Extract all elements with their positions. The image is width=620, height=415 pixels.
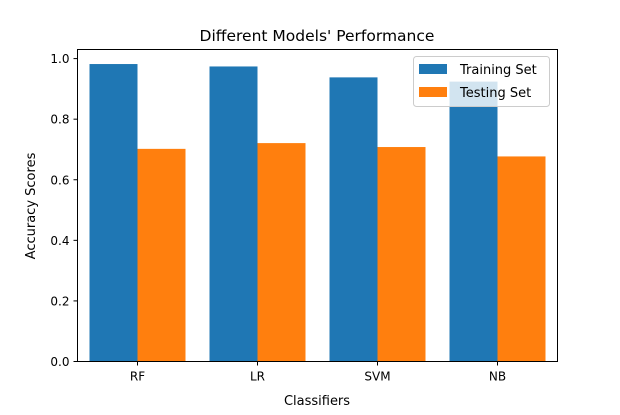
x-axis: RF LR SVM NB — [130, 361, 506, 384]
bar-training-set-nb — [449, 81, 498, 362]
legend-label-training-set: Training Set — [459, 63, 537, 78]
legend-swatch-testing-set — [419, 87, 447, 97]
legend-swatch-training-set — [419, 64, 447, 74]
bar-testing-set-nb — [497, 156, 546, 362]
legend: Training Set Testing Set — [413, 56, 550, 107]
bar-training-set-svm — [329, 77, 378, 362]
bar-group — [89, 64, 546, 362]
x-axis-label: Classifiers — [284, 394, 350, 409]
legend-label-testing-set: Testing Set — [459, 86, 531, 101]
x-tick-label: RF — [130, 370, 145, 384]
y-tick-label: 0.4 — [50, 234, 69, 248]
y-axis: 0.0 0.2 0.4 0.6 0.8 1.0 — [50, 52, 78, 369]
y-tick-label: 0.0 — [50, 355, 69, 369]
y-axis-label: Accuracy Scores — [24, 152, 39, 259]
legend-box — [413, 56, 550, 107]
chart-title: Different Models' Performance — [200, 27, 435, 45]
bar-testing-set-svm — [377, 147, 426, 362]
bar-testing-set-rf — [137, 148, 186, 362]
bar-training-set-rf — [89, 64, 138, 362]
x-tick-label: NB — [489, 370, 506, 384]
plot-frame — [77, 49, 558, 362]
y-tick-label: 1.0 — [50, 52, 69, 66]
bar-training-set-lr — [209, 66, 258, 362]
y-tick-label: 0.6 — [50, 173, 69, 187]
bar-testing-set-lr — [257, 143, 306, 362]
x-tick-label: SVM — [364, 370, 390, 384]
y-tick-label: 0.2 — [50, 294, 69, 308]
x-tick-label: LR — [250, 370, 265, 384]
y-tick-label: 0.8 — [50, 113, 69, 127]
